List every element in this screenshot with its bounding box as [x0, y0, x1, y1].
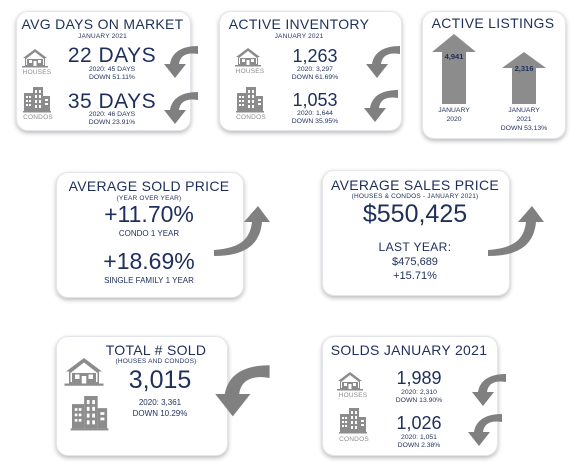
total-sold-prior: 2020: 3,361	[138, 398, 182, 407]
arrow-down-left-icon	[215, 365, 270, 417]
listings-2020-label-2: 2020	[446, 116, 462, 123]
arrow-down-left-icon	[468, 414, 502, 446]
last-year-label: LAST YEAR:	[378, 240, 452, 254]
solds-condos-change: DOWN 2.38%	[397, 442, 441, 449]
solds-title: SOLDS JANUARY 2021	[330, 342, 488, 358]
arrow-up-right-icon	[488, 206, 544, 256]
condos-label: CONDOS	[236, 114, 266, 121]
solds-houses-prior: 2020: 2,310	[401, 389, 437, 396]
listings-title: ACTIVE LISTINGS	[431, 15, 555, 31]
sales-price-card	[322, 170, 510, 296]
house-icon	[337, 372, 363, 391]
inventory-condos-change: DOWN 35.95%	[291, 118, 339, 125]
arrow-down-left-icon	[164, 92, 198, 124]
solds-condos-prior: 2020: 1,051	[401, 434, 437, 441]
inventory-condos-prior: 2020: 1,644	[297, 110, 333, 117]
total-sold-change: DOWN 10.29%	[132, 409, 188, 418]
avg-days-condos-change: DOWN 23.91%	[88, 119, 136, 126]
avg-days-subtitle: JANUARY 2021	[78, 33, 127, 40]
avg-days-houses-change: DOWN 51.11%	[89, 74, 135, 81]
sold-price-subtitle: (YEAR OVER YEAR)	[116, 195, 182, 202]
listings-2020-value: 4,941	[444, 52, 464, 61]
inventory-condos-value: 1,053	[292, 90, 338, 110]
listings-2021-value: 2,316	[514, 64, 534, 73]
sold-price-title: AVERAGE SOLD PRICE	[68, 178, 230, 194]
sales-price-value: $550,425	[362, 200, 468, 228]
houses-label: HOUSES	[338, 392, 368, 399]
single-family-change-value: +18.69%	[103, 248, 195, 274]
arrow-down-left-icon	[164, 46, 198, 78]
up-arrow-bar-icon	[502, 52, 546, 104]
arrow-down-left-icon	[366, 46, 400, 78]
avg-days-condos-prior: 2020: 46 DAYS	[88, 111, 136, 118]
arrow-up-right-icon	[214, 206, 270, 256]
avg-days-houses-prior: 2020: 45 DAYS	[88, 66, 136, 73]
sales-price-title: AVERAGE SALES PRICE	[330, 177, 500, 193]
condos-label: CONDOS	[23, 114, 53, 121]
condo-icon	[70, 396, 109, 431]
listings-2020-label-1: JANUARY	[438, 107, 470, 114]
avg-days-title: AVG DAYS ON MARKET	[21, 16, 184, 32]
arrow-down-left-icon	[472, 374, 506, 406]
inventory-subtitle: JANUARY 2021	[274, 33, 324, 40]
house-icon	[22, 49, 48, 68]
condo-change-label: CONDO 1 YEAR	[118, 229, 180, 238]
single-family-change-label: SINGLE FAMILY 1 YEAR	[104, 276, 194, 285]
sales-price-change: +15.71%	[393, 270, 437, 282]
total-sold-subtitle: (HOUSES AND CONDOS)	[115, 358, 197, 365]
avg-days-houses-value: 22 DAYS	[67, 44, 157, 67]
sales-price-subtitle: (HOUSES & CONDOS - JANUARY 2021)	[351, 193, 479, 200]
avg-days-condos-value: 35 DAYS	[67, 90, 157, 113]
condos-label: CONDOS	[339, 436, 369, 443]
last-year-value: $475,689	[392, 256, 438, 268]
houses-label: HOUSES	[235, 68, 265, 75]
inventory-houses-value: 1,263	[292, 46, 338, 66]
inventory-houses-change: DOWN 61.69%	[291, 74, 339, 81]
solds-houses-change: DOWN 13.90%	[395, 397, 443, 404]
condo-change-value: +11.70%	[104, 201, 194, 227]
inventory-houses-prior: 2020: 3,297	[297, 66, 333, 73]
arrow-down-left-icon	[364, 90, 398, 122]
total-sold-title: TOTAL # SOLD	[105, 342, 207, 358]
listings-2021-change: DOWN 53.13%	[500, 125, 548, 132]
up-arrow-bar-icon	[432, 34, 476, 104]
inventory-title: ACTIVE INVENTORY	[228, 16, 370, 32]
listings-2021-label-2: 2021	[516, 116, 532, 123]
condo-icon	[339, 408, 367, 434]
solds-condos-value: 1,026	[396, 413, 442, 433]
condo-icon	[236, 87, 264, 113]
solds-card	[322, 336, 498, 456]
solds-houses-value: 1,989	[396, 368, 442, 388]
listings-2021-label-1: JANUARY	[508, 107, 540, 114]
house-icon	[235, 48, 261, 67]
house-icon	[64, 358, 104, 386]
total-sold-value: 3,015	[128, 366, 192, 394]
sold-price-card	[56, 172, 244, 298]
condo-icon	[23, 87, 51, 113]
houses-label: HOUSES	[22, 69, 52, 76]
